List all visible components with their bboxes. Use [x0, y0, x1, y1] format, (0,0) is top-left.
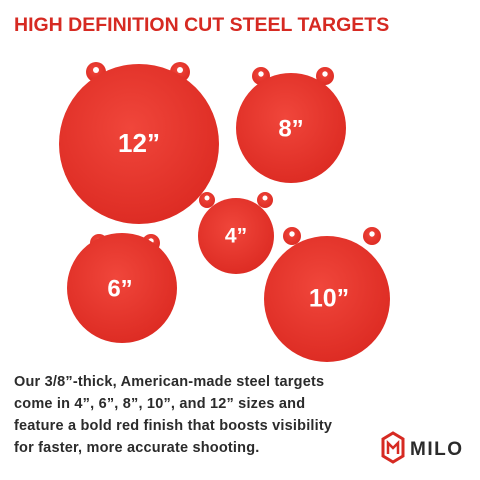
- description-line: Our 3/8”-thick, American-made steel targ…: [14, 374, 324, 390]
- brand-name: MILO: [410, 439, 464, 460]
- brand-logo: MILO: [381, 431, 464, 464]
- description-line: feature a bold red finish that boosts vi…: [14, 418, 332, 434]
- description-line: come in 4”, 6”, 8”, 10”, and 12” sizes a…: [14, 396, 305, 412]
- target: 6”: [67, 233, 177, 343]
- target-label: 12”: [118, 128, 160, 158]
- target-label: 10”: [309, 285, 349, 313]
- target: 4”: [198, 192, 274, 274]
- target-label: 4”: [225, 225, 247, 248]
- target: 10”: [264, 227, 390, 362]
- target: 12”: [59, 62, 219, 224]
- target-label: 6”: [107, 275, 132, 302]
- target: 8”: [236, 67, 346, 183]
- title: HIGH DEFINITION CUT STEEL TARGETS: [14, 14, 389, 36]
- target-label: 8”: [278, 115, 303, 142]
- description-line: for faster, more accurate shooting.: [14, 440, 260, 456]
